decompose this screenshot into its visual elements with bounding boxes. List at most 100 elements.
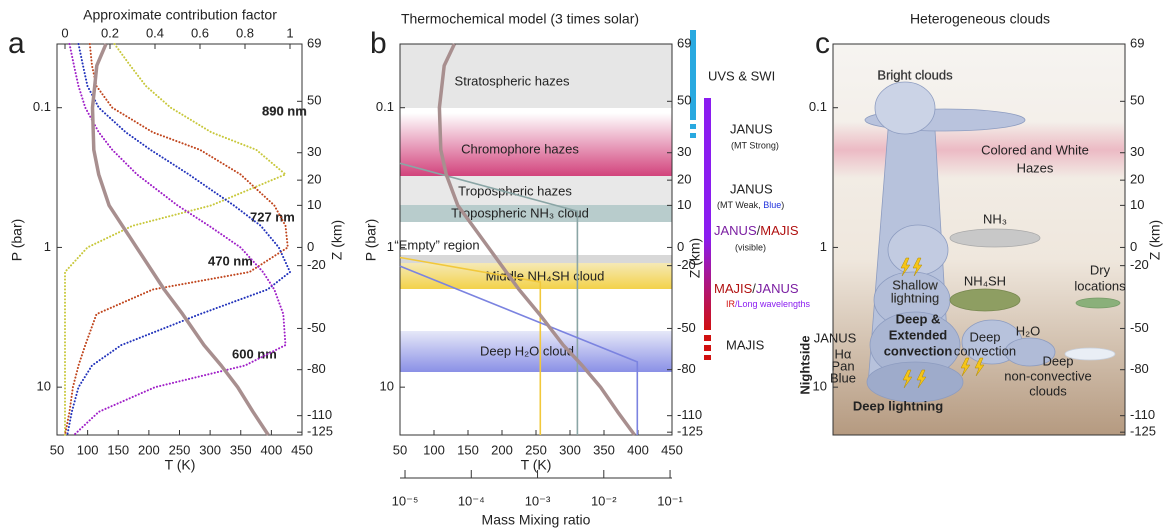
region-label: Tropospheric hazes xyxy=(458,183,572,198)
x-axis-label: T (K) xyxy=(165,457,196,473)
x-tick-label: 200 xyxy=(491,442,513,457)
x2-axis-label: Approximate contribution factor xyxy=(83,7,277,23)
y-tick-label: 1 xyxy=(44,239,51,254)
annotation: Hα xyxy=(835,346,852,361)
y2-tick-label: -125 xyxy=(1130,424,1156,439)
temperature-profile xyxy=(437,43,637,437)
chart-title: Heterogeneous clouds xyxy=(910,11,1050,27)
x-tick-label: 450 xyxy=(661,442,683,457)
x-tick-label: 50 xyxy=(50,442,64,457)
instrument-label: JANUS/MAJIS xyxy=(714,223,799,238)
lightning-icons xyxy=(900,257,985,389)
instrument-bar xyxy=(690,124,696,129)
x-tick-label: 250 xyxy=(525,442,547,457)
contribution-line xyxy=(64,43,288,436)
lightning xyxy=(916,369,927,389)
note-part: Blue xyxy=(763,200,781,210)
x3-tick-label: 10⁻² xyxy=(591,493,617,508)
x-tick-label: 400 xyxy=(261,442,283,457)
note-part: IR xyxy=(726,299,736,309)
y2-tick-label: -110 xyxy=(1130,407,1155,422)
x2-tick-label: 1 xyxy=(286,25,293,40)
y-tick-label: 0.1 xyxy=(33,99,51,114)
x2-tick-label: 0.4 xyxy=(146,25,164,40)
lightning xyxy=(902,369,913,389)
cloud xyxy=(949,288,1021,312)
annotation: NH₃ xyxy=(983,211,1007,226)
annotation: Extended xyxy=(889,327,948,342)
x-tick-label: 300 xyxy=(199,442,221,457)
y-tick-label: 10 xyxy=(380,379,394,394)
y-tick-label: 1 xyxy=(387,239,394,254)
x2-tick-label: 0.2 xyxy=(101,25,119,40)
y2-tick-label: 10 xyxy=(677,197,691,212)
x-tick-label: 350 xyxy=(593,442,615,457)
y2-tick-label: 30 xyxy=(307,144,321,159)
y-axis-label: P (bar) xyxy=(9,219,25,262)
x-tick-label: 400 xyxy=(627,442,649,457)
y2-tick-label: -125 xyxy=(307,424,333,439)
y2-tick-label: 20 xyxy=(307,172,321,187)
annotation: locations xyxy=(1074,278,1126,293)
panel-letter: c xyxy=(815,27,830,60)
label-part: / xyxy=(757,223,761,238)
cloud xyxy=(1075,297,1121,309)
label-part: / xyxy=(752,281,756,296)
y2-tick-label: 69 xyxy=(307,35,321,50)
cloud xyxy=(1004,337,1056,367)
y2-tick-label: 0 xyxy=(677,239,684,254)
region-label: Tropospheric NH₃ cloud xyxy=(451,205,589,220)
y2-tick-label: 10 xyxy=(307,197,321,212)
annotation: lightning xyxy=(891,290,939,305)
note-part: (MT Weak, xyxy=(717,200,763,210)
y-tick-label: 10 xyxy=(813,379,827,394)
instrument-bar xyxy=(704,98,711,330)
region-label: Deep H₂O cloud xyxy=(480,343,574,358)
label-part: MAJIS xyxy=(760,223,799,238)
x-tick-label: 100 xyxy=(423,442,445,457)
annotation: clouds xyxy=(1029,383,1067,398)
instrument-label: JANUS xyxy=(730,181,773,196)
x2-tick-label: 0.8 xyxy=(236,25,254,40)
annotation: Deep xyxy=(969,329,1000,344)
x-tick-label: 350 xyxy=(230,442,252,457)
series-label: 600 nm xyxy=(232,346,277,361)
clouds xyxy=(864,81,1121,403)
annotation: convection xyxy=(884,343,953,358)
x-tick-label: 150 xyxy=(457,442,479,457)
x3-tick-label: 10⁻¹ xyxy=(657,493,683,508)
haze-band xyxy=(834,122,1124,178)
annotation: Shallow xyxy=(892,277,938,292)
y2-tick-label: 69 xyxy=(1130,35,1144,50)
x3-tick-label: 10⁻⁴ xyxy=(458,493,485,508)
lightning xyxy=(912,257,923,277)
contribution-line xyxy=(66,43,292,436)
y2-axis-label: Z (km) xyxy=(687,238,703,278)
y2-tick-label: -20 xyxy=(1130,257,1149,272)
plot-frame xyxy=(832,43,1126,436)
lightning xyxy=(900,257,911,277)
annotation: Pan xyxy=(831,358,854,373)
series-label: 727 nm xyxy=(250,209,295,224)
annotation: Hazes xyxy=(1017,160,1054,175)
species-line xyxy=(399,265,639,435)
y2-tick-label: 10 xyxy=(1130,197,1144,212)
y2-tick-label: 20 xyxy=(1130,172,1144,187)
instrument-bar xyxy=(704,355,711,360)
y2-tick-label: -20 xyxy=(677,257,696,272)
y-tick-label: 0.1 xyxy=(376,99,394,114)
annotation: Blue xyxy=(830,370,856,385)
region-label: “Empty” region xyxy=(394,237,479,252)
cloud xyxy=(1064,347,1116,361)
annotation: Dry xyxy=(1090,262,1111,277)
x-tick-label: 300 xyxy=(559,442,581,457)
instrument-label: MAJIS/JANUS xyxy=(714,281,799,296)
instrument-bar xyxy=(704,345,711,351)
y-tick-label: 0.1 xyxy=(809,99,827,114)
annotation: convection xyxy=(954,343,1016,358)
y2-tick-label: 30 xyxy=(1130,144,1144,159)
y2-tick-label: -80 xyxy=(1130,361,1149,376)
annotation: Nightside xyxy=(797,335,812,394)
contribution-line xyxy=(64,43,289,436)
y2-tick-label: -50 xyxy=(307,320,326,335)
